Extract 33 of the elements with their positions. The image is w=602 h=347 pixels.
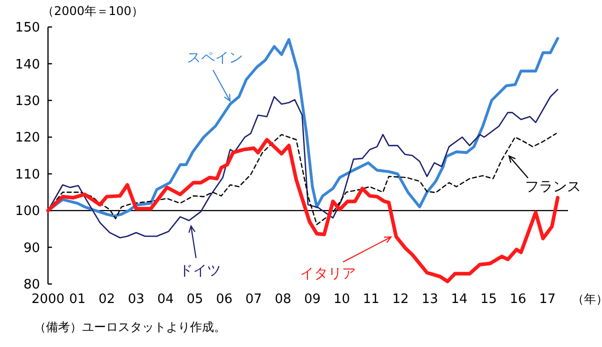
x-tick-label: 13 <box>422 292 438 307</box>
x-tick-label: 08 <box>274 292 292 307</box>
y-tick-label: 80 <box>23 278 40 293</box>
y-tick-label: 150 <box>15 20 40 36</box>
legend-label: イタリア <box>300 266 356 282</box>
x-axis-title: （年） <box>572 292 602 306</box>
text: （備考）ユーロスタットより作成。 <box>34 320 226 334</box>
legend-label: フランス <box>525 179 581 195</box>
x-tick-label: 01 <box>69 292 86 307</box>
x-tick-label: 04 <box>157 292 174 307</box>
legend-label: ドイツ <box>179 263 221 279</box>
x-tick-label: 17 <box>539 292 556 307</box>
x-tick-label: 12 <box>392 292 409 307</box>
x-tick-label: 06 <box>216 292 233 307</box>
y-tick-label: 100 <box>15 204 40 220</box>
x-tick-label: 05 <box>186 292 204 307</box>
y-tick-label: 130 <box>15 94 40 109</box>
y-tick-label: 90 <box>23 240 40 256</box>
x-tick-label: 2000 <box>31 292 65 307</box>
y-tick-label: 140 <box>15 57 40 72</box>
x-tick-label: 07 <box>245 292 262 307</box>
series-label: スペイン <box>187 50 243 66</box>
y-tick-label: 110 <box>15 167 40 182</box>
x-tick-label: 02 <box>98 292 116 307</box>
x-tick-label: 10 <box>334 292 350 307</box>
x-tick-label: 03 <box>128 292 144 307</box>
x-tick-label: 16 <box>510 292 526 307</box>
y-axis-title: （2000年＝100） <box>42 4 144 18</box>
x-tick-label: 15 <box>480 292 497 307</box>
x-tick-label: 14 <box>451 292 468 307</box>
y-tick-label: 120 <box>15 130 40 146</box>
x-tick-label: 11 <box>362 292 380 307</box>
x-tick-label: 09 <box>304 292 321 307</box>
